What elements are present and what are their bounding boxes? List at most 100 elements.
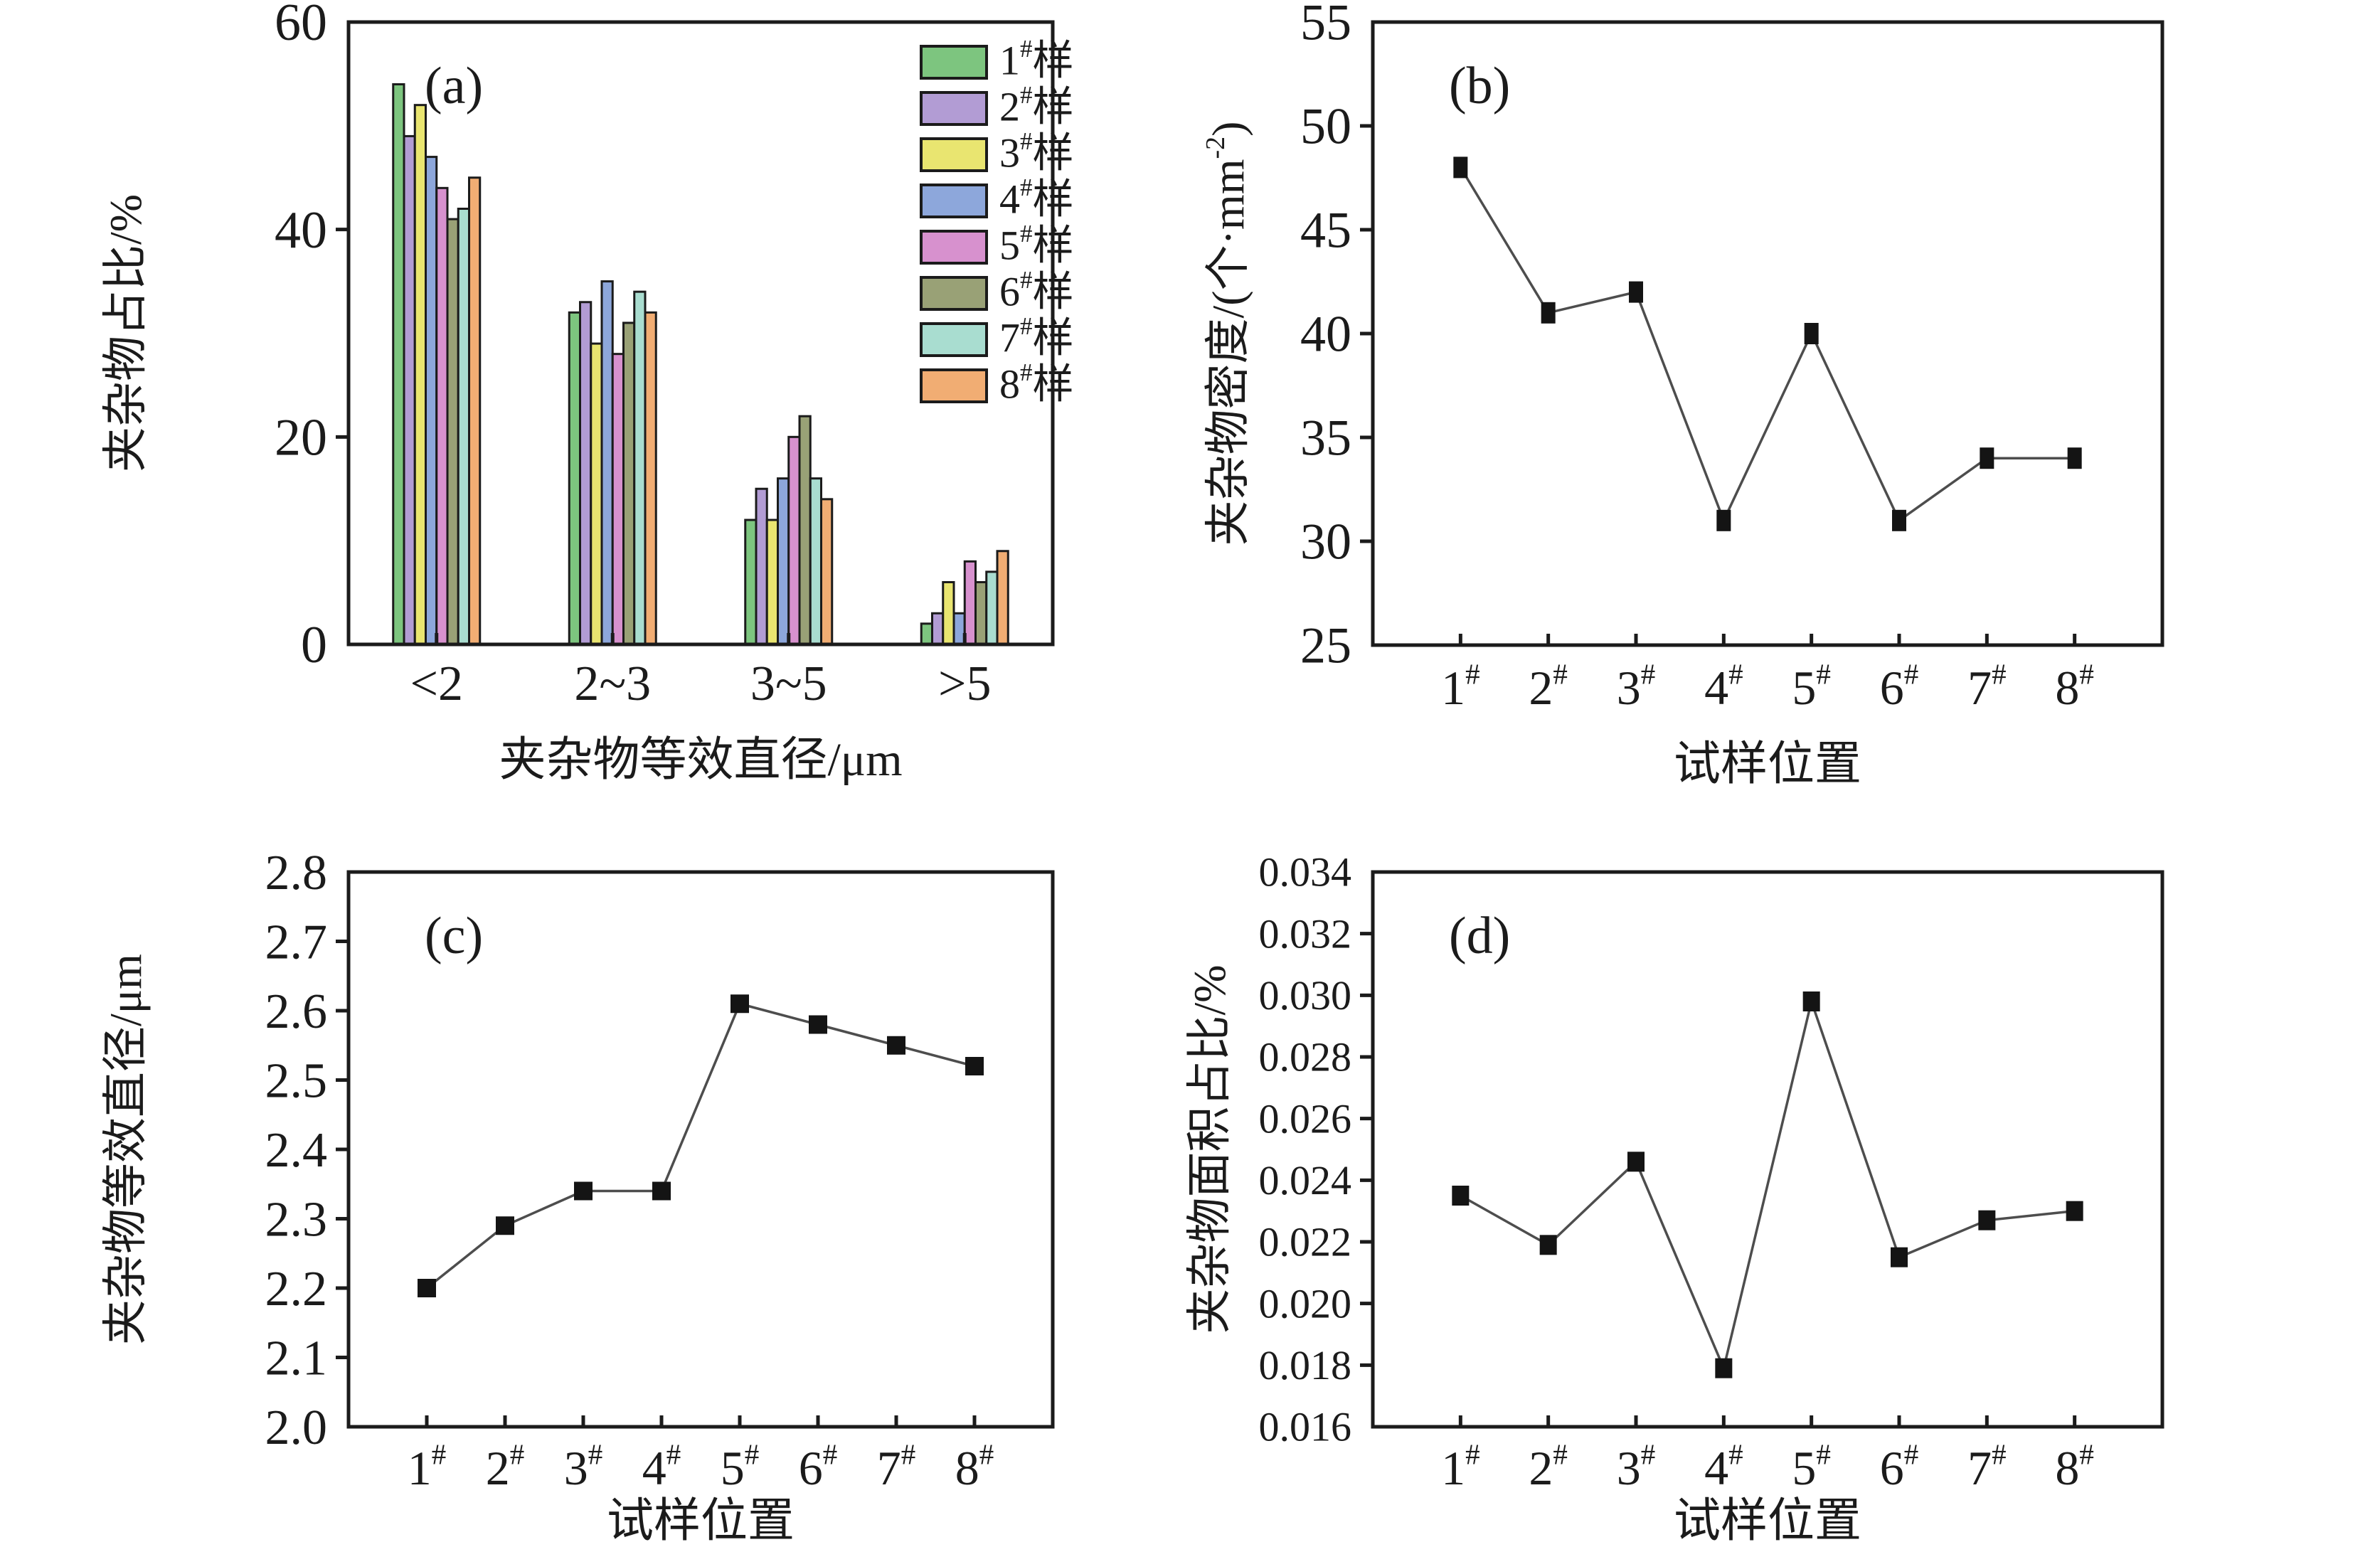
bar-sample-6-cat-2 <box>622 321 636 646</box>
y-tick-label: 25 <box>1300 617 1351 674</box>
bar-sample-3-cat-2 <box>590 342 603 646</box>
bar-sample-5-cat-4 <box>963 560 977 646</box>
x-tick-label: 4# <box>1704 657 1743 715</box>
plot-frame <box>1371 870 2164 1429</box>
superscript: # <box>1020 312 1033 340</box>
bar-sample-7-cat-4 <box>985 570 999 646</box>
superscript: # <box>1465 657 1480 690</box>
bar-sample-3-cat-1 <box>413 104 427 646</box>
data-line <box>1460 996 2075 1373</box>
bar-sample-6-cat-3 <box>798 415 812 646</box>
data-point-marker-7 <box>1978 1210 1996 1230</box>
y-tick-label: 2.0 <box>265 1400 328 1455</box>
bar-sample-1-cat-2 <box>568 311 581 646</box>
y-tick-label: 0.034 <box>1259 849 1352 895</box>
y-tick-label: 60 <box>275 0 327 52</box>
x-tick-label: 7# <box>1967 1437 2007 1495</box>
x-tick-label: 2# <box>1529 1437 1568 1495</box>
bar-sample-4-cat-1 <box>425 156 438 646</box>
y-tick-label: 0.028 <box>1259 1034 1352 1080</box>
y-tick-label: 0.016 <box>1259 1404 1352 1450</box>
legend-swatch-2 <box>920 91 988 126</box>
bar-sample-8-cat-3 <box>820 498 834 646</box>
bar-sample-7-cat-2 <box>633 290 647 646</box>
superscript: # <box>2079 1437 2094 1470</box>
superscript: # <box>1992 657 2007 690</box>
bar-sample-6-cat-1 <box>446 218 459 646</box>
data-point-marker-3 <box>574 1181 593 1201</box>
x-axis-title: 夹杂物等效直径/μm <box>499 734 902 786</box>
x-tick-label: 7# <box>1967 657 2007 715</box>
data-point-marker-8 <box>2066 1201 2083 1221</box>
legend-swatch-8 <box>920 368 988 403</box>
superscript: # <box>1020 35 1033 63</box>
bar-sample-2-cat-3 <box>755 487 768 646</box>
superscript: # <box>1465 1437 1480 1470</box>
data-point-marker-1 <box>418 1279 436 1297</box>
y-tick-label: 0.026 <box>1259 1095 1352 1142</box>
x-tick-label: 5# <box>1792 657 1831 715</box>
superscript: # <box>1553 1437 1568 1470</box>
bar-sample-3-cat-3 <box>765 519 779 646</box>
y-tick-label: 0.022 <box>1259 1219 1352 1265</box>
superscript: # <box>1020 220 1033 248</box>
legend-swatch-3 <box>920 137 988 172</box>
bar-sample-1-cat-1 <box>392 83 405 646</box>
legend-label-7: 7#样 <box>999 312 1074 361</box>
data-point-marker-3 <box>1629 281 1643 303</box>
panel-letter: (a) <box>425 57 483 115</box>
data-point-marker-6 <box>1891 1247 1908 1267</box>
superscript: -2 <box>1201 137 1231 159</box>
x-tick-label: 1# <box>408 1437 447 1495</box>
x-tick-label: 8# <box>955 1437 994 1495</box>
y-tick-label: 0.020 <box>1259 1280 1352 1326</box>
superscript: # <box>745 1437 760 1470</box>
y-axis-title: 夹杂物占比/% <box>100 194 151 472</box>
y-axis-title: 夹杂物等效直径/μm <box>100 954 151 1345</box>
x-axis-title: 试样位置 <box>1674 1495 1861 1542</box>
data-point-marker-4 <box>1715 1358 1733 1378</box>
data-point-marker-1 <box>1452 1186 1470 1206</box>
x-axis-title: 试样位置 <box>1674 738 1861 790</box>
data-point-marker-1 <box>1453 156 1468 179</box>
legend-swatch-6 <box>920 276 988 311</box>
legend-swatch-4 <box>920 184 988 218</box>
x-category-label: 3~5 <box>750 656 827 711</box>
data-line <box>425 1002 975 1290</box>
bar-sample-2-cat-4 <box>931 612 945 646</box>
y-tick-label: 40 <box>275 201 327 260</box>
bar-sample-1-cat-4 <box>920 622 933 646</box>
x-tick-label: 1# <box>1441 1437 1480 1495</box>
data-point-marker-5 <box>731 994 749 1014</box>
plot-frame <box>346 20 1055 647</box>
superscript: # <box>1816 657 1831 690</box>
data-point-marker-8 <box>2067 447 2082 469</box>
data-point-marker-2 <box>496 1216 514 1235</box>
superscript: # <box>1020 81 1033 109</box>
y-tick-label: 30 <box>1300 513 1351 570</box>
x-category-label: 2~3 <box>574 656 651 711</box>
data-point-marker-4 <box>1716 509 1731 531</box>
y-tick-label: 2.8 <box>265 846 328 900</box>
bar-sample-5-cat-3 <box>787 435 801 646</box>
bar-sample-1-cat-3 <box>744 519 758 646</box>
y-axis-title: 夹杂物密度/(个·mm-2) <box>1201 122 1253 546</box>
x-tick-label: 5# <box>721 1437 760 1495</box>
bar-sample-8-cat-1 <box>468 176 482 646</box>
data-point-marker-6 <box>1892 509 1906 531</box>
y-tick-label: 50 <box>1300 97 1351 154</box>
x-tick-label: 8# <box>2055 1437 2094 1495</box>
legend-swatch-1 <box>920 45 988 80</box>
y-tick-label: 2.7 <box>265 915 328 969</box>
bar-sample-7-cat-3 <box>809 477 822 646</box>
superscript: # <box>901 1437 916 1470</box>
bar-sample-8-cat-2 <box>644 311 657 646</box>
bar-sample-4-cat-2 <box>600 280 614 646</box>
bar-sample-4-cat-3 <box>777 477 790 646</box>
legend-label-3: 3#样 <box>999 127 1074 176</box>
x-tick-label: 1# <box>1441 657 1480 715</box>
bar-sample-5-cat-2 <box>611 353 625 646</box>
y-tick-label: 55 <box>1300 0 1351 50</box>
y-tick-label: 2.3 <box>265 1192 328 1247</box>
